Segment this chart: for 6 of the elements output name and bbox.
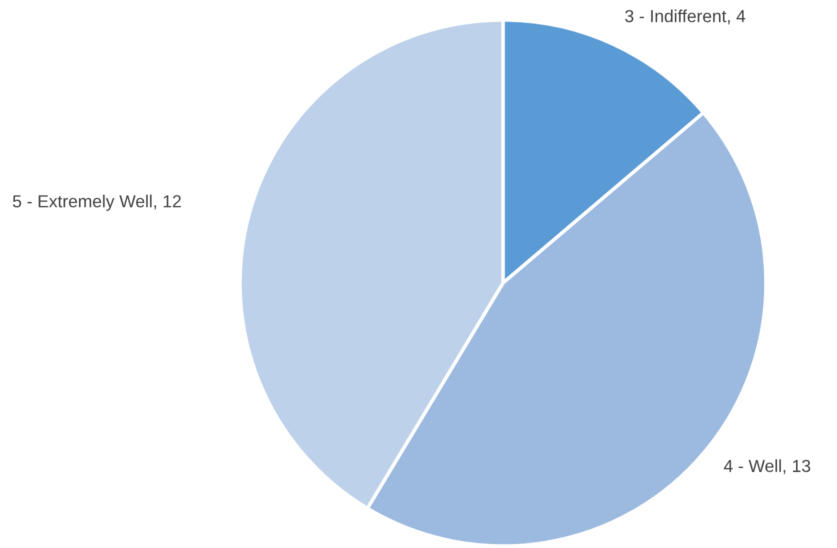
data-label: , 13	[784, 460, 810, 474]
slice-label: 4 - Well	[724, 459, 781, 472]
slice-label: 3 - Indifferent	[625, 10, 726, 22]
data-label: , 4	[728, 10, 746, 24]
data-label: , 12	[154, 195, 181, 210]
slice-label: 5 - Extremely Well	[12, 194, 152, 211]
